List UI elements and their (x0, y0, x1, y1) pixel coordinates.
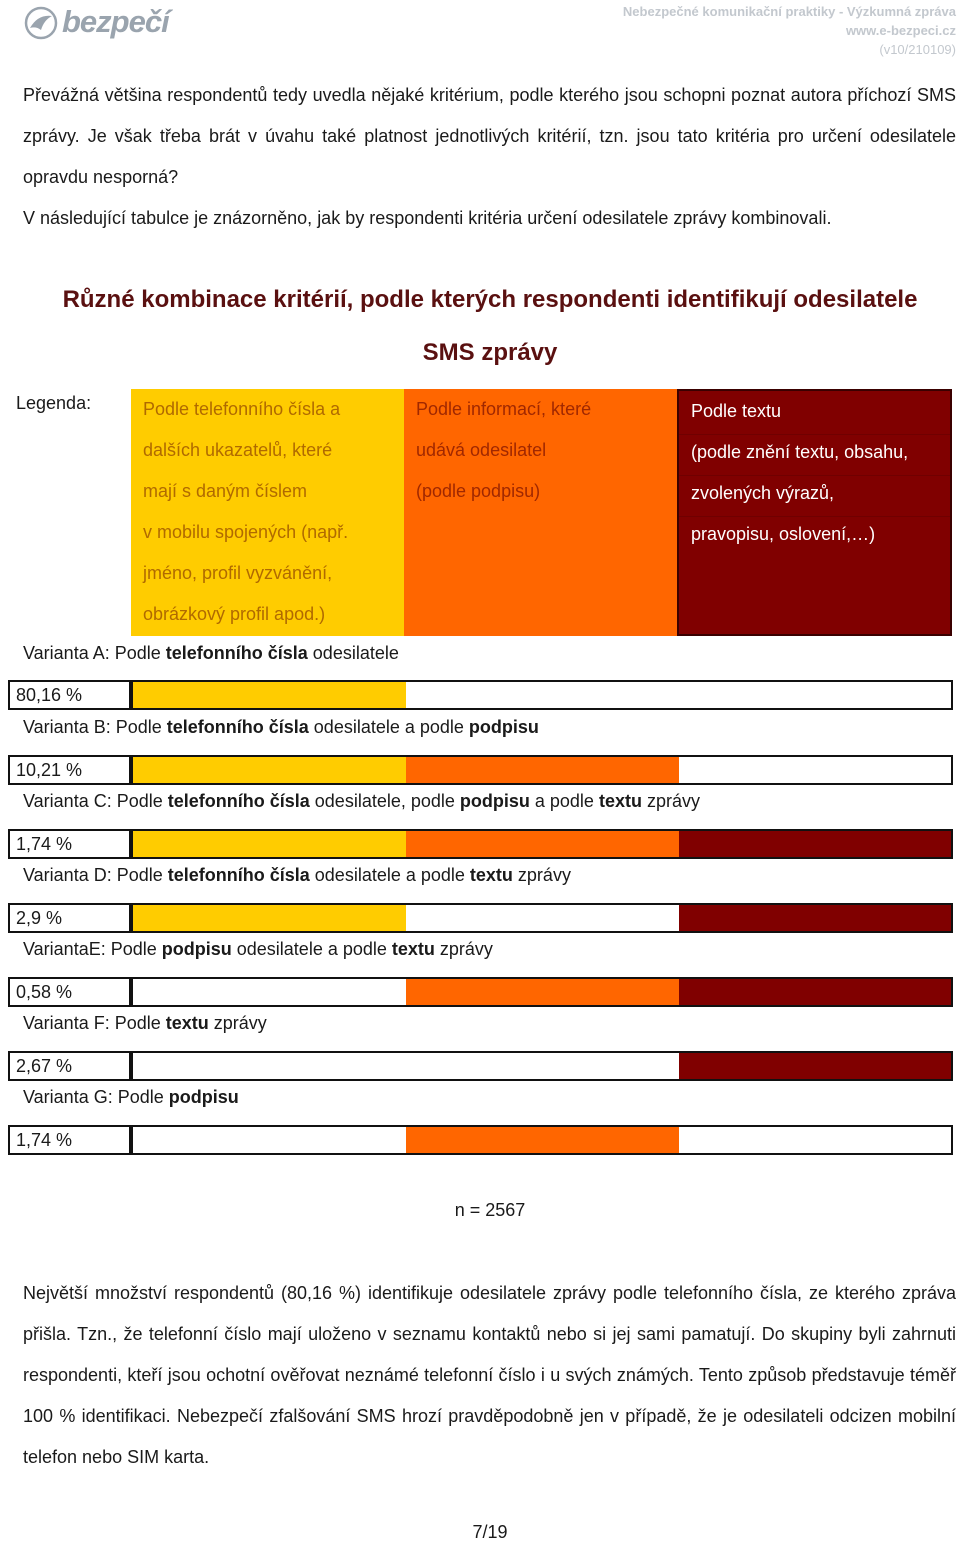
variant-bar-segment (406, 1127, 679, 1153)
variant-percent: 0,58 % (8, 977, 131, 1007)
legend-phone-number: Podle telefonního čísla a dalších ukazate… (131, 389, 404, 636)
logo-emblem-icon (24, 6, 58, 40)
variant-bar-segment (133, 905, 406, 931)
site-url[interactable]: www.e-bezpeci.cz (845, 23, 956, 38)
variant-label-part: Varianta F: Podle (23, 1013, 166, 1033)
variant-label-part: Varianta A: Podle (23, 643, 166, 663)
variant-percent: 80,16 % (8, 680, 131, 710)
variant-label: Varianta G: Podle podpisu (23, 1085, 239, 1109)
legend-label: Legenda: (16, 393, 92, 413)
table-title-line-2: SMS zprávy (422, 339, 558, 366)
variant-bar-segment (406, 1053, 679, 1079)
variant-bar-segment (133, 682, 406, 708)
variant-percent: 1,74 % (8, 829, 131, 859)
legend-signature: Podle informací, které udává odesilatel (… (404, 389, 677, 636)
variant-label-part: odesilatele a podle (308, 717, 469, 737)
doc-title: Nebezpečné komunikační praktiky - Výzkum… (622, 4, 956, 19)
variant-bar-segment (406, 979, 679, 1005)
variant-label: Varianta A: Podle telefonního čísla odes… (23, 641, 399, 665)
variant-label-part: odesilatele (307, 643, 399, 663)
variant-label-part: telefonního čísla (167, 865, 310, 885)
variant-label-part: podpisu (459, 791, 530, 811)
doc-version: (v10/210109) (879, 42, 956, 57)
variant-label: Varianta B: Podle telefonního čísla odes… (23, 715, 539, 739)
variant-bar-segment (679, 831, 951, 857)
variant-label-part: podpisu (168, 1087, 239, 1107)
variant-label-part: telefonního čísla (166, 717, 309, 737)
variant-label: Varianta D: Podle telefonního čísla odes… (23, 863, 571, 887)
variant-label-part: telefonního čísla (165, 643, 308, 663)
variant-bar (131, 755, 953, 785)
variant-label: Varianta F: Podle textu zprávy (23, 1011, 267, 1035)
variant-label: Varianta C: Podle telefonního čísla odes… (23, 789, 700, 813)
intro-paragraph: Převážná většina respondentů tedy uvedla… (23, 85, 956, 187)
legend-text: Podle textu (podle znění textu, obsahu, z… (677, 389, 952, 636)
variant-bar-segment (406, 905, 679, 931)
logo: bezpečí (24, 2, 174, 42)
variant-percent: 10,21 % (8, 755, 131, 785)
legend-text-text: Podle textu (podle znění textu, obsahu, z… (691, 401, 909, 544)
variant-bar-segment (679, 905, 951, 931)
variant-label-part: Varianta B: Podle (23, 717, 167, 737)
variant-bar-segment (406, 757, 679, 783)
variant-bar-segment (133, 1053, 406, 1079)
variant-bar-segment (679, 979, 951, 1005)
variant-bar-segment (133, 757, 406, 783)
variant-percent: 2,9 % (8, 903, 131, 933)
variant-bar-segment (679, 1127, 951, 1153)
variant-bar-segment (679, 1053, 951, 1079)
variant-label-part: podpisu (161, 939, 232, 959)
variant-bar (131, 1125, 953, 1155)
variant-label-part: telefonního čísla (167, 791, 310, 811)
variant-bar (131, 680, 953, 710)
variant-label-part: odesilatele a podle (231, 939, 392, 959)
variant-label-part: Varianta D: Podle (23, 865, 168, 885)
variant-label-part: textu (165, 1013, 209, 1033)
variant-label-part: zprávy (434, 939, 493, 959)
variant-label-part: podpisu (468, 717, 539, 737)
legend-signature-text: Podle informací, které udává odesilatel (… (416, 399, 592, 501)
legend-phone-text: Podle telefonního čísla a dalších ukazate… (143, 399, 349, 624)
intro-paragraph-2: V následující tabulce je znázorněno, jak… (23, 208, 832, 228)
variant-label-part: textu (598, 791, 642, 811)
variant-label-part: VariantaE: Podle (23, 939, 162, 959)
variant-bar-segment (679, 757, 951, 783)
variant-bar-segment (133, 1127, 406, 1153)
variant-label: VariantaE: Podle podpisu odesilatele a p… (23, 937, 493, 961)
variant-bar (131, 1051, 953, 1081)
table-title: Různé kombinace kritérií, podle kterých … (62, 286, 918, 313)
variant-label-part: Varianta C: Podle (23, 791, 168, 811)
variant-percent: 2,67 % (8, 1051, 131, 1081)
conclusion-paragraph: Největší množství respondentů (80,16 %) … (23, 1283, 956, 1467)
variant-label-part: textu (391, 939, 435, 959)
variant-label-part: textu (469, 865, 513, 885)
variant-label-part: odesilatele a podle (309, 865, 470, 885)
variant-bar-segment (679, 682, 951, 708)
variant-bar-segment (133, 831, 406, 857)
variant-label-part: zprávy (512, 865, 571, 885)
variant-bar-segment (133, 979, 406, 1005)
variant-bar (131, 977, 953, 1007)
variant-label-part: a podle (529, 791, 599, 811)
variant-label-part: zprávy (641, 791, 700, 811)
variant-bar (131, 903, 953, 933)
variant-percent: 1,74 % (8, 1125, 131, 1155)
variant-bar-segment (406, 682, 679, 708)
variant-bar (131, 829, 953, 859)
variant-bar-segment (406, 831, 679, 857)
logo-text: bezpečí (62, 4, 170, 39)
variant-label-part: Varianta G: Podle (23, 1087, 169, 1107)
variant-label-part: zprávy (208, 1013, 267, 1033)
sample-size: n = 2567 (454, 1200, 526, 1220)
page-number: 7/19 (472, 1522, 508, 1542)
variant-label-part: odesilatele, podle (309, 791, 460, 811)
